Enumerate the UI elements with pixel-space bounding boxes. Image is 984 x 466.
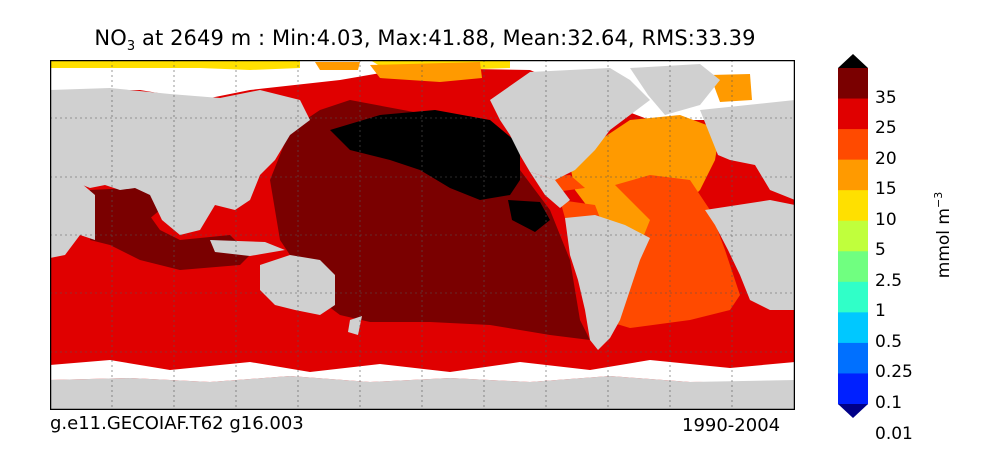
colorbar-tick-label: 35 [875,87,897,108]
colorbar [838,54,868,418]
arctic-orange-3 [710,74,752,102]
pacific-black [330,110,520,200]
colorbar-segment [838,159,868,191]
colorbar-tick-label: 1 [875,301,886,322]
land-indonesia [210,240,285,256]
colorbar-extend-bottom [838,404,868,418]
units-exponent: −3 [932,191,946,208]
gulf-red-orange [560,200,600,218]
colorbar-segment [838,220,868,252]
colorbar-units: mmol m−3 [932,192,954,278]
colorbar-tick-label: 20 [875,148,897,169]
colorbar-tick-label: 0.1 [875,393,903,413]
title-subscript: 3 [126,39,136,55]
land-europe [700,100,795,200]
title-stats: at 2649 m : Min:4.03, Max:41.88, Mean:32… [135,26,756,50]
arctic-orange-1 [315,62,360,70]
map-gridlines [50,60,795,410]
colorbar-tick-label: 0.5 [875,331,903,352]
pacific-black-2 [508,200,550,232]
land-south-america [565,215,650,350]
colorbar-tick-label: 15 [875,179,897,200]
arctic-yellow-1 [50,60,300,70]
colorbar-segment [838,98,868,130]
arctic-orange-2 [370,62,482,82]
units-base: mmol m [933,208,954,279]
colorbar-tick-label: 10 [875,209,897,230]
land-north-america [490,68,650,180]
land-greenland [630,64,720,115]
colorbar-tick-label: 0.01 [875,423,913,444]
colorbar-tick-label: 2.5 [875,270,903,291]
map-frame [50,60,795,410]
land-new-zealand [348,316,362,335]
colorbar-segment [838,281,868,313]
atlantic-orange [570,115,720,320]
colorbar-extend-top [838,54,868,68]
title-species: NO [94,26,127,50]
colorbar-segment [838,190,868,222]
colorbar-tick-label: 0.25 [875,362,913,383]
ocean-map [50,60,795,410]
land-africa-east [705,200,795,310]
land-asia [50,88,310,235]
land-central-america [530,172,570,208]
colorbar-tick-label: 5 [875,240,886,261]
land-africa [50,178,95,258]
colorbar-segment [838,342,868,374]
years-range: 1990-2004 [682,415,781,436]
colorbar-segment [838,251,868,283]
colorbar-tick-label: 25 [875,118,897,139]
plot-title: NO3 at 2649 m : Min:4.03, Max:41.88, Mea… [0,26,850,54]
colorbar-segment [838,312,868,344]
colorbar-segment [838,68,868,100]
land-australia [260,255,335,315]
colorbar-segment [838,129,868,161]
arabian-dark-red [105,186,160,235]
case-name: g.e11.GECOIAF.T62 g16.003 [50,413,304,434]
colorbar-segment [838,373,868,405]
